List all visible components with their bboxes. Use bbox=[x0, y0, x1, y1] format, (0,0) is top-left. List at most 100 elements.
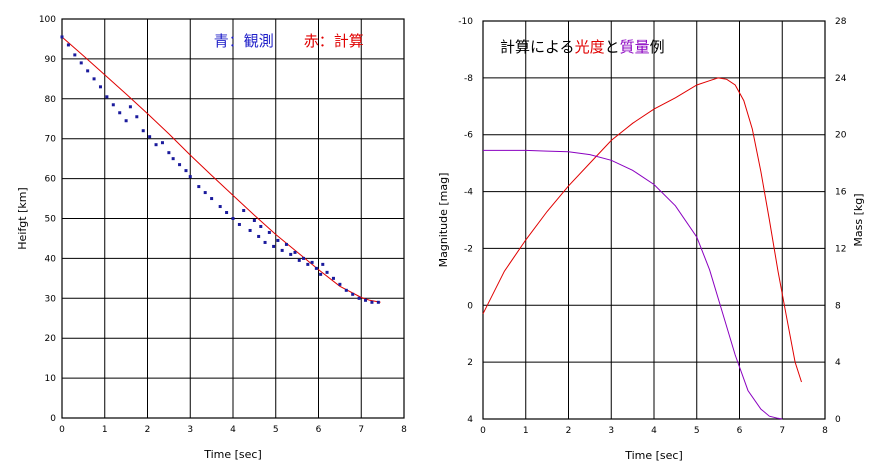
left-y-tick-label: 100 bbox=[39, 15, 56, 25]
right-mass-tick-label: 4 bbox=[835, 358, 841, 368]
left-y-tick-label: 0 bbox=[50, 414, 56, 424]
observed-point bbox=[231, 217, 235, 220]
title-part: 質量 bbox=[620, 38, 650, 56]
observed-point bbox=[154, 143, 158, 147]
right-x-axis-label: Time [sec] bbox=[624, 449, 683, 462]
observed-point bbox=[141, 129, 145, 133]
observed-point bbox=[357, 296, 361, 300]
observed-point bbox=[184, 169, 188, 173]
observed-point bbox=[302, 256, 306, 260]
observed-point bbox=[314, 266, 318, 270]
observed-point bbox=[148, 135, 152, 139]
observed-point bbox=[171, 157, 175, 161]
left-x-tick-label: 2 bbox=[145, 425, 151, 435]
observed-point bbox=[338, 282, 342, 286]
observed-point bbox=[284, 242, 288, 246]
mass-axis-label: Mass [kg] bbox=[852, 193, 865, 246]
observed-point bbox=[60, 35, 64, 39]
right-chart: 0 1 2 3 4 5 6 7 8-10-8-6-4-20242824201612840計算によ… bbox=[437, 17, 865, 462]
observed-point bbox=[124, 119, 128, 123]
observed-point bbox=[218, 205, 222, 209]
observed-point bbox=[344, 288, 348, 292]
magnitude-line bbox=[482, 77, 802, 383]
observed-point bbox=[178, 163, 182, 167]
left-y-tick-label: 90 bbox=[45, 55, 57, 65]
right-mass-tick-label: 28 bbox=[835, 17, 847, 27]
observed-point bbox=[331, 276, 335, 280]
observed-point bbox=[86, 69, 90, 73]
title-part: 光度 bbox=[575, 38, 605, 56]
left-x-tick-label: 6 bbox=[316, 425, 322, 435]
left-magnitude-tick-label: -2 bbox=[464, 244, 473, 254]
observed-point bbox=[376, 300, 380, 304]
observed-point bbox=[237, 222, 241, 226]
observed-point bbox=[306, 262, 310, 266]
observed-point bbox=[66, 43, 70, 47]
observed-point bbox=[225, 211, 229, 215]
observed-point bbox=[160, 141, 164, 145]
observed-point bbox=[289, 252, 293, 256]
observed-point bbox=[280, 248, 284, 252]
observed-point bbox=[248, 228, 252, 232]
observed-point bbox=[267, 230, 271, 234]
left-y-tick-label: 20 bbox=[45, 334, 57, 344]
observed-point bbox=[98, 85, 102, 89]
observed-point bbox=[105, 95, 109, 99]
mass-line bbox=[483, 149, 783, 420]
observed-point bbox=[252, 218, 256, 222]
right-x-tick-label: 3 bbox=[608, 426, 614, 436]
left-magnitude-tick-label: 4 bbox=[467, 415, 473, 425]
right-plot-frame bbox=[482, 20, 826, 420]
right-x-tick-label: 8 bbox=[822, 426, 828, 436]
left-x-tick-label: 1 bbox=[102, 425, 108, 435]
right-mass-tick-label: 8 bbox=[835, 301, 841, 311]
left-x-tick-label: 8 bbox=[401, 425, 407, 435]
observed-point bbox=[276, 238, 280, 242]
observed-point bbox=[370, 300, 374, 304]
observed-point bbox=[79, 61, 83, 65]
left-magnitude-tick-label: -10 bbox=[458, 17, 473, 27]
observed-point bbox=[293, 250, 297, 254]
observed-point bbox=[92, 77, 96, 81]
observed-point bbox=[135, 115, 139, 119]
observed-point bbox=[188, 175, 192, 179]
legend-observed: 青：観測 bbox=[214, 32, 274, 50]
observed-point bbox=[257, 234, 261, 238]
observed-point bbox=[364, 298, 368, 302]
observed-point bbox=[310, 260, 314, 264]
magnitude-axis-label: Magnitude [mag] bbox=[437, 173, 450, 268]
title-part: 例 bbox=[650, 38, 665, 56]
left-magnitude-tick-label: -4 bbox=[464, 188, 473, 198]
right-x-tick-label: 5 bbox=[694, 426, 700, 436]
left-y-tick-label: 40 bbox=[45, 254, 57, 264]
observed-point bbox=[111, 103, 115, 107]
computed-height-line bbox=[61, 36, 381, 303]
legend-computed: 赤：計算 bbox=[304, 32, 364, 50]
left-x-tick-label: 7 bbox=[358, 425, 364, 435]
right-x-tick-label: 1 bbox=[523, 426, 529, 436]
observed-point bbox=[128, 105, 132, 109]
left-y-axis-label: Heifgt [km] bbox=[16, 187, 29, 249]
observed-point bbox=[272, 244, 276, 248]
right-x-tick-label: 2 bbox=[566, 426, 572, 436]
left-magnitude-tick-label: 0 bbox=[467, 301, 473, 311]
observed-point bbox=[167, 151, 171, 155]
left-y-tick-label: 10 bbox=[45, 374, 57, 384]
observed-point bbox=[203, 191, 207, 195]
observed-point bbox=[321, 262, 325, 266]
left-x-tick-label: 5 bbox=[273, 425, 279, 435]
observed-point bbox=[259, 224, 263, 228]
observed-point bbox=[297, 258, 301, 262]
title-part: と bbox=[605, 38, 620, 56]
left-magnitude-tick-label: -6 bbox=[464, 131, 473, 141]
observed-point bbox=[351, 292, 355, 296]
right-mass-tick-label: 12 bbox=[835, 244, 846, 254]
left-x-tick-label: 3 bbox=[187, 425, 193, 435]
title-part: 計算による bbox=[500, 38, 575, 56]
left-y-tick-label: 80 bbox=[45, 95, 57, 105]
observed-point bbox=[73, 53, 77, 57]
left-y-tick-label: 60 bbox=[45, 175, 57, 185]
left-x-axis-label: Time [sec] bbox=[203, 448, 262, 461]
